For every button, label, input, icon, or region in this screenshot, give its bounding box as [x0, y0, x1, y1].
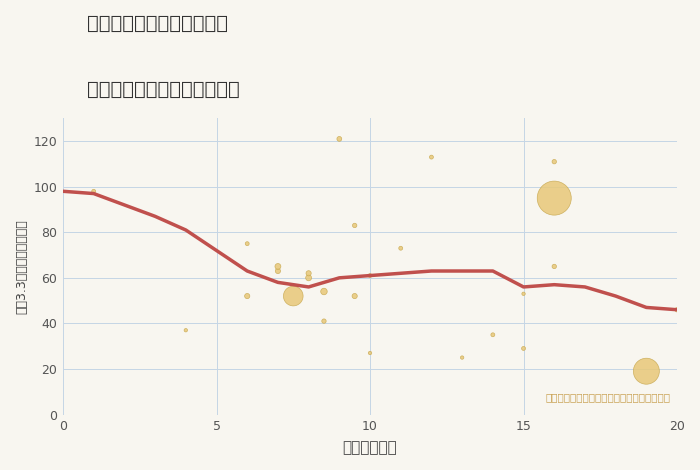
Point	[303, 269, 314, 277]
Point	[518, 345, 529, 352]
Point	[549, 195, 560, 202]
Point	[272, 267, 284, 275]
Point	[272, 263, 284, 270]
Point	[671, 306, 682, 313]
Point	[395, 244, 406, 252]
Point	[365, 349, 376, 357]
Point	[640, 368, 652, 375]
Point	[241, 292, 253, 300]
Point	[318, 288, 330, 295]
Point	[349, 292, 360, 300]
Text: 円の大きさは、取引のあった物件面積を示す: 円の大きさは、取引のあった物件面積を示す	[546, 392, 671, 403]
Point	[349, 222, 360, 229]
Point	[456, 354, 468, 361]
Point	[549, 263, 560, 270]
Point	[88, 188, 99, 195]
Point	[426, 153, 437, 161]
Y-axis label: 坪（3.3㎡）単価（万円）: 坪（3.3㎡）単価（万円）	[15, 219, 28, 314]
Point	[303, 274, 314, 282]
Text: 岐阜県羽島郡笠松町泉町の: 岐阜県羽島郡笠松町泉町の	[88, 14, 228, 33]
Point	[180, 327, 191, 334]
Point	[549, 158, 560, 165]
Point	[334, 135, 345, 143]
X-axis label: 駅距離（分）: 駅距離（分）	[342, 440, 398, 455]
Point	[365, 272, 376, 279]
Point	[518, 290, 529, 298]
Point	[318, 317, 330, 325]
Text: 駅距離別中古マンション価格: 駅距離別中古マンション価格	[88, 80, 240, 99]
Point	[288, 292, 299, 300]
Point	[241, 240, 253, 247]
Point	[487, 331, 498, 338]
